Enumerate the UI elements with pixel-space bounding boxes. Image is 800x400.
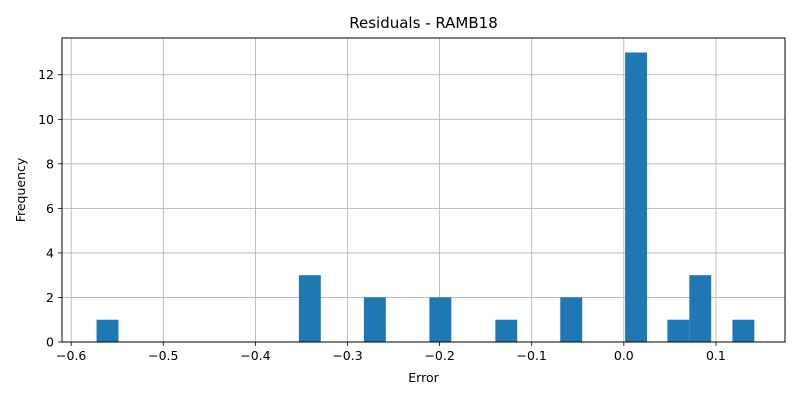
x-tick-label: −0.4 bbox=[240, 348, 270, 363]
bars-layer bbox=[96, 52, 755, 342]
x-axis-title: Error bbox=[408, 370, 439, 385]
chart-title: Residuals - RAMB18 bbox=[349, 14, 498, 32]
y-tick-label: 0 bbox=[46, 335, 54, 350]
histogram-bar bbox=[363, 297, 386, 342]
x-tick-label: −0.3 bbox=[332, 348, 362, 363]
y-tick-label: 10 bbox=[38, 112, 54, 127]
y-tick-label: 2 bbox=[46, 290, 54, 305]
plot-frame bbox=[61, 37, 786, 343]
y-tick-label: 8 bbox=[46, 156, 54, 171]
x-tick-label: −0.1 bbox=[517, 348, 547, 363]
x-axis-ticks: −0.6 −0.5 −0.4 −0.3 −0.2 −0.1 0.0 0.1 bbox=[56, 342, 726, 363]
x-tick-label: −0.5 bbox=[148, 348, 178, 363]
x-tick-label: 0.1 bbox=[706, 348, 726, 363]
histogram-bar bbox=[495, 319, 518, 342]
histogram-bar bbox=[298, 275, 321, 342]
histogram-bar bbox=[96, 319, 119, 342]
x-tick-label: 0.0 bbox=[614, 348, 634, 363]
histogram-bar bbox=[689, 275, 712, 342]
histogram-bar bbox=[667, 319, 690, 342]
histogram-bar bbox=[732, 319, 755, 342]
histogram-bar bbox=[625, 52, 648, 342]
x-tick-label: −0.6 bbox=[56, 348, 86, 363]
x-tick-label: −0.2 bbox=[424, 348, 454, 363]
y-tick-label: 6 bbox=[46, 201, 54, 216]
histogram-bar bbox=[560, 297, 583, 342]
histogram-bar bbox=[429, 297, 452, 342]
y-axis-title: Frequency bbox=[13, 157, 28, 222]
y-tick-label: 4 bbox=[46, 245, 54, 260]
y-tick-label: 12 bbox=[38, 67, 54, 82]
y-axis-ticks: 0 2 4 6 8 10 12 bbox=[38, 67, 62, 350]
